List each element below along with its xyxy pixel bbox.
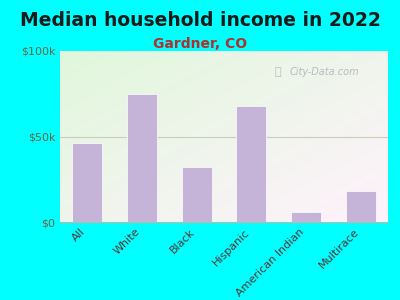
- Bar: [346, 191, 376, 222]
- Bar: [236, 106, 266, 222]
- Bar: [72, 143, 102, 222]
- Text: Median household income in 2022: Median household income in 2022: [20, 11, 380, 29]
- Bar: [291, 212, 321, 222]
- Text: Gardner, CO: Gardner, CO: [153, 38, 247, 52]
- Bar: [127, 94, 157, 222]
- Bar: [182, 167, 212, 222]
- Text: ⦿: ⦿: [275, 67, 282, 76]
- Text: City-Data.com: City-Data.com: [290, 67, 359, 76]
